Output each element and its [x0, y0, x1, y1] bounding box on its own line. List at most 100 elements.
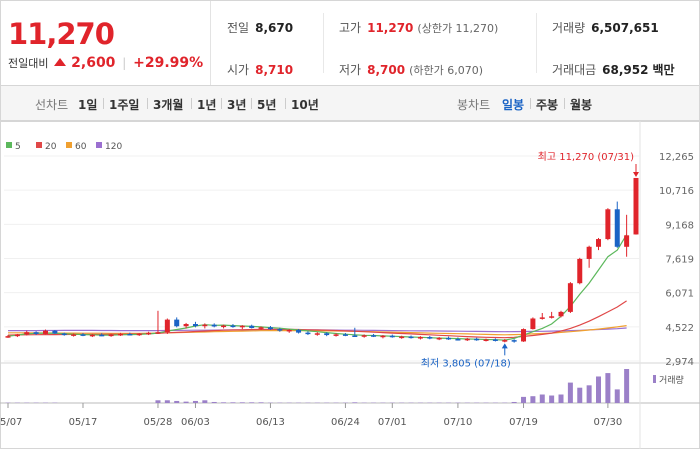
low-arrowhead-icon	[501, 343, 508, 349]
y-tick-label: 7,619	[665, 255, 694, 266]
candle-weekly-button[interactable]: 주봉	[536, 98, 559, 112]
x-tick-label: 06/24	[331, 417, 360, 428]
period-1w-button[interactable]: 1주일	[109, 98, 140, 112]
y-tick-label: 12,265	[659, 152, 694, 163]
candle-body	[286, 329, 292, 332]
current-price: 11,270	[8, 17, 115, 51]
candle-body	[221, 325, 227, 328]
candle-body	[455, 339, 461, 341]
candle-body	[71, 334, 77, 336]
candle-body	[155, 332, 161, 334]
candle-body	[33, 332, 39, 334]
divider	[323, 13, 324, 73]
volume-bar	[530, 396, 536, 403]
period-5y-button[interactable]: 5년	[257, 98, 277, 112]
stock-summary: 11,270 전일대비 2,600 | +29.99% 전일 8,670 시가 8,…	[0, 0, 700, 86]
candle-body	[61, 333, 67, 336]
low-label: 저가	[339, 63, 362, 77]
open-cell: 시가 8,710	[227, 61, 293, 78]
volume-bar	[202, 400, 208, 403]
period-1d-button[interactable]: 1일	[78, 98, 98, 112]
period-10y-button[interactable]: 10년	[291, 98, 319, 112]
high-value: 11,270	[367, 21, 414, 35]
high-arrowhead-icon	[633, 171, 639, 177]
volume-cell: 거래량 6,507,651	[552, 19, 659, 36]
candle-body	[230, 325, 236, 328]
candle-body	[42, 330, 48, 334]
volume-bar	[521, 396, 527, 403]
volume-bar	[605, 373, 611, 403]
candle-body	[408, 336, 414, 339]
low-cell: 저가 8,700 (하한가 6,070)	[339, 61, 483, 78]
candle-monthly-button[interactable]: 월봉	[570, 98, 593, 112]
volume-bar	[567, 382, 573, 403]
candle-body	[202, 324, 208, 327]
volume-bar	[164, 400, 170, 403]
volume-bar	[211, 401, 217, 403]
candle-body	[352, 335, 358, 337]
candle-body	[399, 336, 405, 339]
candle-body	[14, 334, 20, 337]
candle-body	[183, 324, 189, 327]
volume-bar	[155, 400, 161, 403]
x-tick-label: 07/01	[378, 417, 407, 428]
candle-body	[502, 340, 508, 342]
x-tick-label: 05/28	[144, 417, 173, 428]
volume-bar	[586, 385, 592, 403]
candle-body	[577, 258, 583, 284]
y-tick-label: 9,168	[665, 220, 694, 231]
candle-body	[267, 327, 273, 330]
candle-body	[249, 325, 255, 328]
candle-body	[146, 332, 152, 335]
candle-body	[417, 337, 423, 339]
volume-bar	[511, 401, 517, 403]
candle-body	[586, 246, 592, 259]
volume-bar	[352, 402, 358, 403]
candle-daily-button[interactable]: 일봉	[502, 98, 525, 112]
high-cell: 고가 11,270 (상한가 11,270)	[339, 19, 498, 36]
candle-body	[192, 324, 198, 327]
candle-body	[277, 329, 283, 331]
candle-body	[389, 335, 395, 338]
period-1y-button[interactable]: 1년	[197, 98, 217, 112]
x-tick-label: 07/30	[593, 417, 622, 428]
volume-bar	[539, 394, 545, 403]
candle-body	[5, 336, 11, 338]
chart-toolbar: 선차트 1일 1주일 3개월 1년 3년 5년 10년 봉차트 일봉 주봉 월봉	[0, 86, 700, 121]
volume-label: 거래량	[552, 21, 586, 35]
separator	[251, 98, 252, 109]
candle-body	[596, 239, 602, 247]
separator: |	[122, 56, 127, 70]
candle-body	[521, 329, 527, 342]
divider	[536, 13, 537, 73]
x-tick-label: 06/03	[181, 417, 210, 428]
volume-legend-label: 거래량	[659, 374, 684, 386]
volume-bar	[249, 402, 255, 403]
separator	[530, 98, 531, 109]
volume-legend-swatch	[653, 375, 656, 383]
volume-bar	[596, 376, 602, 403]
trade-value-cell: 거래대금 68,952 백만	[552, 61, 675, 78]
up-arrow-icon	[54, 58, 67, 66]
line-chart-label: 선차트	[35, 98, 69, 112]
prev-close-value: 8,670	[255, 21, 294, 35]
volume-bar	[577, 387, 583, 403]
candle-body	[511, 340, 517, 342]
period-3m-button[interactable]: 3개월	[153, 98, 184, 112]
volume-bar	[239, 402, 245, 403]
candle-body	[333, 334, 339, 336]
candle-body	[427, 337, 433, 339]
change-amount: 2,600	[71, 55, 116, 71]
lower-limit: (하한가 6,070)	[409, 64, 483, 77]
legend-swatch	[6, 142, 12, 148]
candle-body	[174, 319, 180, 327]
candlestick-chart[interactable]: 5 20 60 120 12,265 10,716 9,168 7,619 6,071 4,522…	[0, 121, 700, 450]
low-annotation: 최저 3,805 (07/18)	[421, 357, 511, 369]
volume-bar	[558, 394, 564, 403]
separator	[285, 98, 286, 109]
period-3y-button[interactable]: 3년	[227, 98, 247, 112]
y-tick-label: 6,071	[665, 289, 694, 300]
x-tick-label: 05/07	[0, 417, 22, 428]
candle-body	[342, 334, 348, 336]
volume-bar	[549, 395, 555, 403]
